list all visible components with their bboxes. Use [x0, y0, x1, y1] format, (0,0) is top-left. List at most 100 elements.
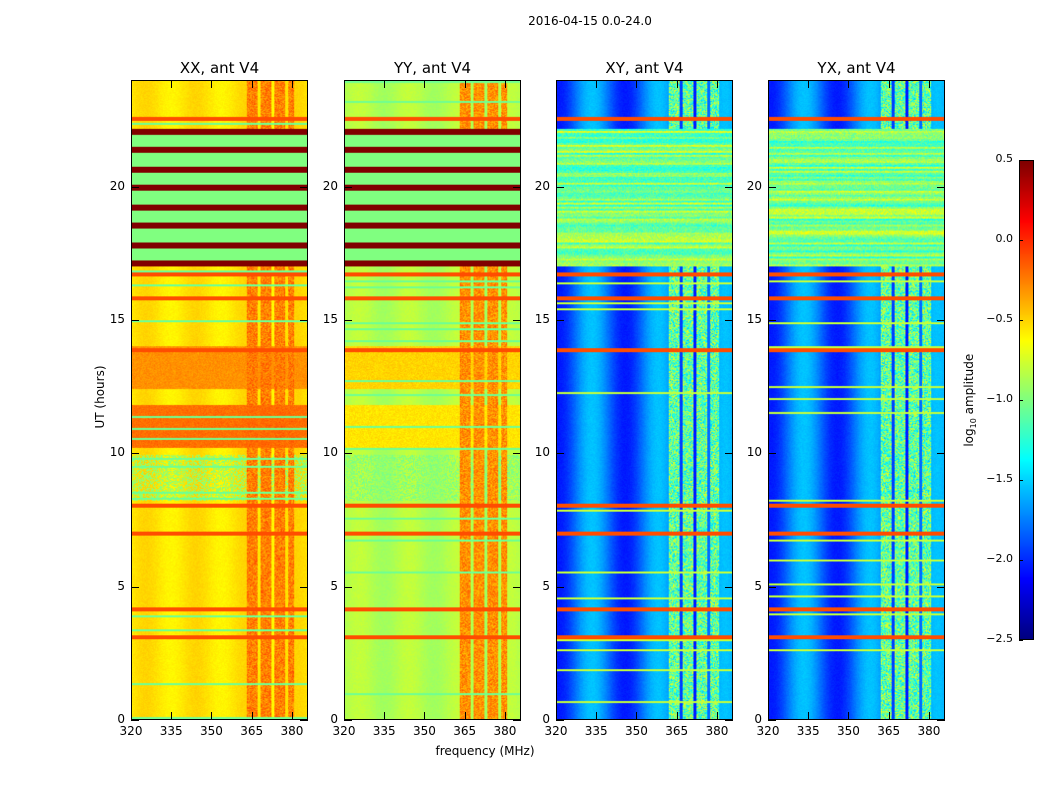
y-tick-mark — [556, 453, 564, 455]
x-tick-label: 350 — [200, 724, 223, 738]
x-tick-mark — [928, 80, 930, 88]
y-tick-label: 0 — [117, 712, 125, 726]
colorbar-tick-mark — [1019, 320, 1023, 321]
x-tick-mark — [768, 80, 769, 88]
x-tick-mark — [888, 80, 890, 88]
y-axis-label: UT (hours) — [93, 365, 107, 429]
x-tick-label: 335 — [796, 724, 820, 738]
x-tick-label: 350 — [413, 724, 436, 738]
x-tick-label: 380 — [917, 724, 941, 738]
x-tick-mark — [848, 80, 850, 88]
colorbar-tick-mark — [1019, 160, 1023, 161]
x-tick-mark — [504, 712, 506, 720]
heatmap-cells — [769, 81, 944, 719]
x-tick-mark — [504, 80, 506, 88]
y-tick-label: 5 — [330, 578, 338, 593]
x-tick-mark — [131, 80, 132, 88]
y-tick-label: 10 — [534, 445, 550, 460]
x-tick-label: 320 — [544, 724, 568, 738]
y-tick-mark — [344, 320, 352, 321]
y-tick-mark — [725, 720, 733, 721]
heatmap-cells — [557, 81, 732, 719]
x-tick-mark — [211, 712, 213, 720]
x-tick-label: 335 — [372, 724, 396, 738]
y-tick-mark — [300, 320, 308, 321]
y-tick-mark — [768, 586, 776, 588]
y-tick-label: 5 — [117, 578, 125, 593]
x-tick-label: 380 — [705, 724, 729, 738]
x-tick-mark — [596, 712, 598, 720]
y-tick-label: 15 — [534, 312, 550, 326]
x-tick-mark — [344, 80, 345, 88]
colorbar-tick-label: −1.5 — [986, 472, 1013, 485]
y-tick-mark — [344, 453, 352, 455]
x-tick-mark — [676, 80, 678, 88]
heatmap-panel — [556, 80, 733, 720]
x-tick-label: 350 — [837, 724, 860, 738]
y-tick-mark — [725, 586, 733, 588]
heatmap-cells — [345, 81, 520, 719]
x-tick-label: 365 — [240, 724, 264, 738]
y-tick-mark — [937, 453, 945, 455]
x-tick-label: 335 — [159, 724, 183, 738]
y-tick-mark — [131, 586, 139, 588]
y-tick-mark — [937, 720, 945, 721]
y-tick-mark — [556, 720, 564, 721]
y-tick-mark — [300, 720, 308, 721]
x-tick-mark — [716, 712, 718, 720]
x-tick-mark — [848, 712, 850, 720]
y-tick-label: 20 — [534, 178, 550, 193]
panel-title: XY, ant V4 — [605, 59, 684, 77]
x-tick-mark — [251, 712, 253, 720]
x-tick-label: 365 — [877, 724, 901, 738]
y-tick-mark — [513, 453, 521, 455]
y-tick-label: 5 — [754, 578, 762, 593]
colorbar-tick-mark — [1019, 480, 1023, 481]
y-tick-mark — [768, 720, 776, 721]
x-tick-mark — [596, 80, 598, 88]
x-tick-label: 365 — [453, 724, 477, 738]
y-tick-label: 10 — [109, 445, 125, 460]
y-tick-mark — [513, 586, 521, 588]
panel-title: XX, ant V4 — [179, 59, 260, 77]
y-tick-mark — [725, 320, 733, 321]
y-tick-label: 0 — [542, 712, 550, 726]
x-tick-mark — [384, 80, 386, 88]
y-tick-label: 0 — [330, 712, 338, 726]
heatmap-panel — [768, 80, 945, 720]
x-tick-mark — [676, 712, 678, 720]
figure-title: 2016-04-15 0.0-24.0 — [528, 14, 652, 28]
colorbar-tick-label: −1.0 — [986, 392, 1013, 405]
y-tick-label: 15 — [109, 312, 125, 326]
colorbar-tick-mark — [1019, 400, 1023, 401]
x-tick-mark — [211, 80, 213, 88]
y-tick-mark — [556, 186, 564, 188]
y-tick-label: 15 — [746, 312, 762, 326]
colorbar-tick-label: −2.5 — [986, 632, 1013, 645]
colorbar-tick-label: −0.5 — [986, 312, 1013, 325]
x-tick-label: 320 — [332, 724, 356, 738]
x-tick-mark — [556, 712, 557, 720]
heatmap-cells — [132, 81, 307, 719]
y-tick-mark — [300, 586, 308, 588]
panel-title: YX, ant V4 — [817, 59, 896, 77]
x-tick-mark — [251, 80, 253, 88]
y-tick-mark — [131, 720, 139, 721]
y-tick-mark — [768, 320, 776, 321]
y-tick-mark — [937, 186, 945, 188]
x-tick-label: 350 — [625, 724, 648, 738]
y-tick-mark — [556, 586, 564, 588]
x-tick-mark — [636, 80, 638, 88]
y-tick-label: 15 — [322, 312, 338, 326]
y-tick-mark — [768, 186, 776, 188]
colorbar-tick-mark — [1019, 240, 1023, 241]
y-tick-mark — [344, 720, 352, 721]
y-tick-mark — [937, 320, 945, 321]
x-tick-label: 335 — [584, 724, 608, 738]
y-tick-mark — [768, 453, 776, 455]
x-tick-mark — [636, 712, 638, 720]
x-tick-mark — [171, 80, 173, 88]
x-tick-label: 320 — [119, 724, 143, 738]
y-tick-label: 0 — [754, 712, 762, 726]
x-axis-label: frequency (MHz) — [435, 744, 535, 758]
